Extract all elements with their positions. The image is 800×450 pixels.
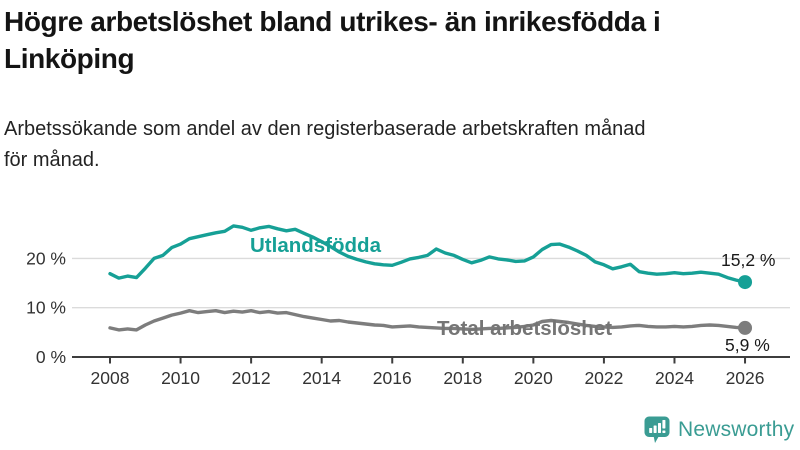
x-tick-label: 2008 [91, 368, 130, 388]
series-line-total [108, 308, 747, 332]
y-tick-label: 10 % [26, 298, 66, 318]
chart-title: Högre arbetslöshet bland utrikes- än inr… [4, 6, 661, 74]
x-tick-label: 2018 [443, 368, 482, 388]
series-label-total: Total arbetslöshet [437, 317, 612, 340]
line-chart: 2008 2010 2012 2014 2016 2018 2020 2022 2024 2026… [26, 224, 790, 388]
series-line-utlandsfodda [108, 224, 747, 284]
x-tick-label: 2026 [726, 368, 765, 388]
y-tick-label: 0 % [36, 347, 66, 367]
x-tick-label: 2022 [584, 368, 623, 388]
end-dot-utlandsfodda [738, 275, 753, 290]
x-tick-label: 2010 [161, 368, 200, 388]
chart-subtitle: Arbetssökande som andel av den registerb… [4, 118, 646, 171]
series-label-utlandsfodda: Utlandsfödda [250, 234, 382, 257]
x-tick-label: 2014 [302, 368, 341, 388]
end-value-label-utlandsfodda: 15,2 % [721, 250, 775, 270]
x-tick-label: 2020 [514, 368, 553, 388]
x-tick-label: 2012 [232, 368, 271, 388]
brand-wordmark: Newsworthy [678, 418, 795, 441]
logo-bars [649, 420, 666, 433]
newsworthy-bar-chart-bubble-icon [644, 416, 670, 443]
logo-bubble-shape [644, 416, 670, 443]
x-tick-label: 2016 [373, 368, 412, 388]
end-value-label-total: 5,9 % [725, 335, 770, 355]
end-dot-total [738, 320, 753, 335]
newsworthy-logo: Newsworthy [644, 416, 794, 444]
y-tick-label: 20 % [26, 248, 66, 268]
x-tick-label: 2024 [655, 368, 694, 388]
